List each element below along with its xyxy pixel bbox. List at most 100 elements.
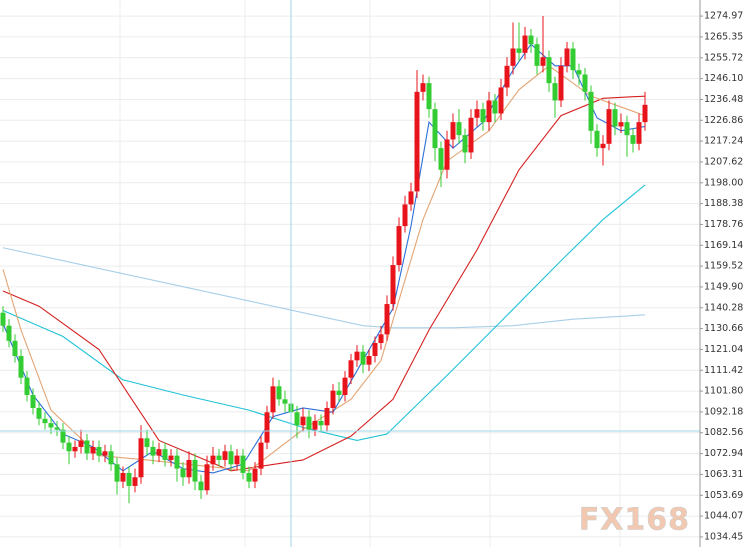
candle-body <box>426 83 432 110</box>
y-tick-label: 1121.04 <box>704 344 743 355</box>
candle-body <box>0 312 6 326</box>
y-tick-label: 1255.72 <box>704 52 743 63</box>
candle-body <box>6 325 12 341</box>
candle-body <box>606 109 612 144</box>
candle-body <box>246 472 252 482</box>
y-tick-label: 1169.14 <box>704 240 743 251</box>
candle-body <box>240 455 246 473</box>
candle-body <box>36 407 42 419</box>
y-tick-label: 1178.76 <box>704 219 743 230</box>
candle-body <box>234 455 240 465</box>
candle-body <box>258 442 264 469</box>
y-tick-label: 1265.35 <box>704 31 743 42</box>
candle-body <box>108 451 114 465</box>
candle-body <box>252 468 258 482</box>
candle-body <box>354 351 360 361</box>
y-tick-label: 1226.86 <box>704 115 743 126</box>
y-tick-label: 1140.28 <box>704 302 743 313</box>
candle-body <box>120 472 126 482</box>
candle-body <box>486 100 492 123</box>
candle-body <box>558 65 564 101</box>
candle-body <box>594 130 600 149</box>
y-tick-label: 1111.42 <box>704 365 743 376</box>
candle-body <box>432 109 438 149</box>
candle-body <box>78 440 84 447</box>
candle-body <box>324 407 330 426</box>
candle-body <box>138 438 144 478</box>
y-tick-label: 1149.90 <box>704 281 743 292</box>
candle-body <box>42 418 48 424</box>
y-tick-label: 1207.62 <box>704 156 743 167</box>
candle-body <box>534 44 540 66</box>
candle-body <box>618 122 624 127</box>
candle-body <box>336 390 342 395</box>
ma-line <box>2 247 646 329</box>
candle-body <box>210 455 216 465</box>
candle-body <box>24 377 30 395</box>
candle-body <box>522 35 528 53</box>
candle-body <box>192 459 198 482</box>
candle-body <box>588 91 594 131</box>
y-tick-label: 1072.94 <box>704 448 743 459</box>
candle-body <box>540 57 546 66</box>
y-tick-label: 1063.31 <box>704 469 743 480</box>
candle-body <box>492 100 498 114</box>
y-tick-label: 1246.10 <box>704 73 743 84</box>
candle-body <box>48 423 54 428</box>
candle-body <box>312 420 318 430</box>
candle-body <box>300 416 306 426</box>
candle-body <box>168 455 174 460</box>
candle-body <box>306 416 312 430</box>
candle-body <box>360 351 366 365</box>
candle-body <box>384 304 390 335</box>
candle-body <box>414 91 420 192</box>
candle-body <box>564 48 570 66</box>
y-tick-label: 1130.66 <box>704 323 743 334</box>
y-axis: 1274.97 1265.35 1255.72 1246.10 1236.48 1226.… <box>700 11 743 542</box>
candle-body <box>60 429 66 443</box>
candle-body <box>456 122 462 136</box>
candle-body <box>498 87 504 114</box>
candle-body <box>390 265 396 305</box>
candle-body <box>438 148 444 170</box>
candle-body <box>636 122 642 144</box>
candle-body <box>408 191 414 205</box>
candle-body <box>510 48 516 66</box>
candle-body <box>468 117 474 153</box>
y-tick-label: 1236.48 <box>704 94 743 105</box>
candle-body <box>642 104 648 123</box>
candle-body <box>162 449 168 460</box>
candle-body <box>228 451 234 465</box>
candle-body <box>396 226 402 266</box>
y-tick-label: 1101.80 <box>704 386 743 397</box>
y-tick-label: 1198.00 <box>704 177 743 188</box>
candle-body <box>216 455 222 460</box>
candle-body <box>282 399 288 404</box>
candle-body <box>366 356 372 365</box>
candle-body <box>72 446 78 452</box>
candle-body <box>174 455 180 469</box>
candle-body <box>450 122 456 140</box>
candle-body <box>126 472 132 486</box>
candle-body <box>30 394 36 408</box>
candle-body <box>570 48 576 71</box>
candle-body <box>186 459 192 478</box>
candle-body <box>102 451 108 456</box>
candle-body <box>420 83 426 92</box>
candle-body <box>504 65 510 88</box>
candle-body <box>462 135 468 153</box>
y-tick-label: 1217.24 <box>704 136 743 147</box>
candle-body <box>84 440 90 454</box>
candle-body <box>156 449 162 456</box>
ma-line <box>2 184 646 442</box>
candle-body <box>516 48 522 53</box>
candle-body <box>330 390 336 408</box>
candle-body <box>66 442 72 452</box>
candle-body <box>474 109 480 118</box>
ma-line <box>2 95 646 472</box>
candle-body <box>318 420 324 426</box>
candle-body <box>630 135 636 144</box>
candle-body <box>114 464 120 482</box>
